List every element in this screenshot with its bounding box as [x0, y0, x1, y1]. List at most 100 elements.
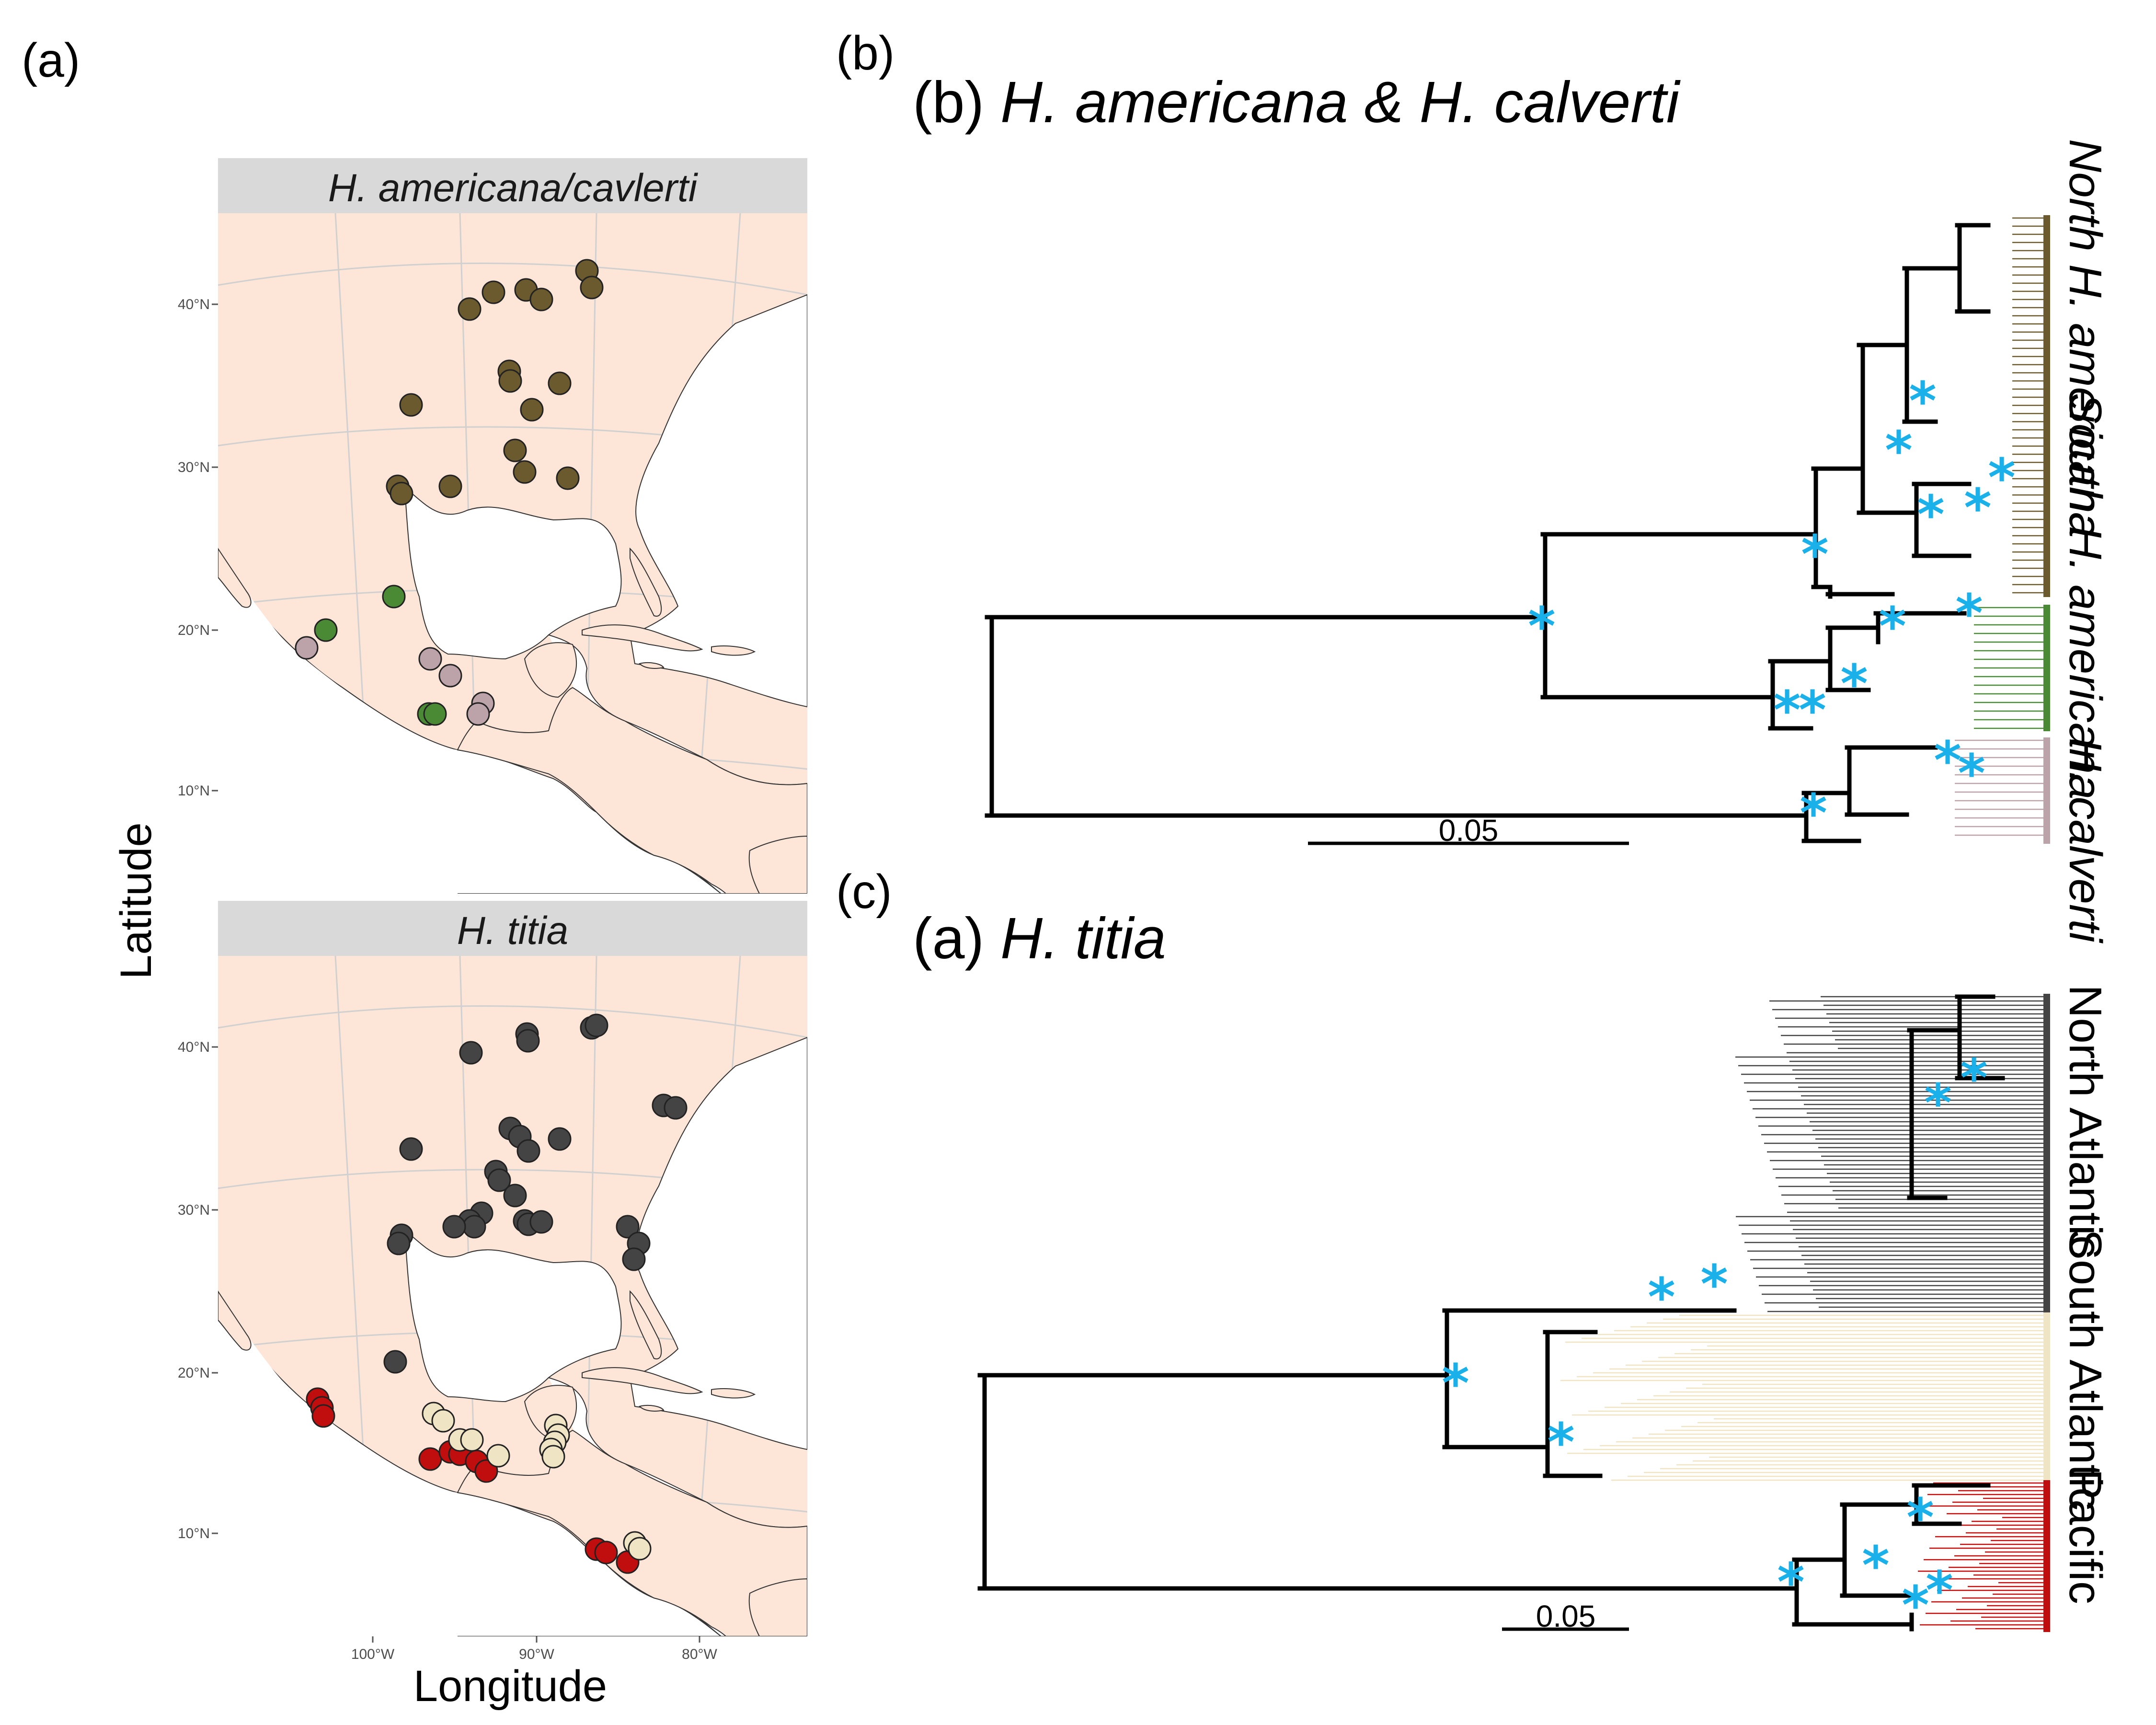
sample-site-point — [314, 618, 338, 642]
sample-site-point — [311, 1404, 335, 1428]
clade-color-bar — [2043, 1312, 2050, 1484]
support-star: * — [1909, 370, 1937, 432]
sample-site-point — [295, 636, 319, 660]
sample-site-point — [390, 482, 413, 506]
lat-tick-label: 20°N — [178, 1365, 210, 1381]
sample-site-point — [616, 1215, 640, 1239]
support-star: * — [1800, 782, 1827, 844]
map-top-points — [295, 259, 604, 726]
support-star: * — [1902, 1575, 1929, 1636]
support-star: * — [1906, 1487, 1934, 1548]
sample-site-point — [418, 647, 442, 671]
lat-tick-label: 10°N — [178, 783, 210, 799]
sample-site-point — [382, 585, 406, 609]
sample-site-point — [459, 1041, 483, 1065]
support-star: * — [1648, 1266, 1675, 1328]
sample-site-point — [474, 1459, 498, 1483]
clade-color-bar — [2043, 1480, 2050, 1632]
support-star: * — [1988, 447, 2016, 508]
sample-site-point — [664, 1096, 688, 1120]
sample-site-point — [442, 1215, 466, 1239]
support-star: * — [1917, 484, 1945, 545]
support-star: * — [1964, 477, 1992, 539]
sample-site-point — [548, 371, 572, 395]
sample-site-point — [486, 1444, 510, 1468]
panel-label-b: (b) — [836, 26, 895, 80]
map-ylabel: Latitude — [112, 822, 161, 979]
sample-site-point — [458, 297, 482, 321]
support-star: * — [1924, 1072, 1952, 1134]
sample-site-point — [520, 398, 544, 422]
clade-color-bar — [2043, 737, 2050, 844]
support-star: * — [1934, 730, 1961, 791]
panel-label-c: (c) — [836, 865, 892, 919]
clade-label: Pacific — [2060, 1469, 2111, 1604]
map-bottom: H. titia — [218, 901, 807, 1636]
lat-tick-label: 30°N — [178, 1202, 210, 1218]
sample-site-point — [438, 664, 462, 688]
sample-site-point — [503, 438, 527, 462]
strip-bottom-label: H. titia — [457, 909, 568, 953]
support-star: * — [1885, 420, 1913, 481]
clade-color-bar — [2043, 215, 2050, 597]
map-top: H. americana/cavlerti — [218, 158, 807, 894]
support-star: * — [1799, 679, 1826, 741]
lon-tick-label: 80°W — [682, 1646, 717, 1662]
tree-b-scale-label: 0.05 — [1439, 813, 1499, 848]
sample-site-point — [383, 1350, 407, 1374]
lon-tick-label: 100°W — [351, 1646, 395, 1662]
lat-tick-label: 40°N — [178, 297, 210, 312]
support-star: * — [1442, 1353, 1469, 1414]
support-star: * — [1547, 1412, 1575, 1473]
support-star: * — [1528, 596, 1556, 657]
sample-site-point — [462, 1215, 486, 1239]
sample-site-point — [594, 1541, 618, 1564]
sample-site-point — [556, 466, 580, 490]
sample-site-point — [431, 1409, 455, 1433]
sample-site-point — [466, 702, 490, 726]
sample-site-point — [529, 1210, 553, 1234]
sample-site-point — [516, 1139, 540, 1163]
sample-site-point — [438, 474, 462, 498]
sample-site-point — [399, 1137, 423, 1161]
sample-site-point — [423, 702, 447, 726]
support-star: * — [1862, 1535, 1890, 1596]
support-star: * — [1960, 1047, 1988, 1109]
sample-site-point — [513, 460, 537, 484]
sample-site-point — [418, 1447, 442, 1471]
clade-color-bar — [2043, 994, 2050, 1316]
lat-tick-label: 10°N — [178, 1526, 210, 1541]
support-star: * — [1700, 1254, 1728, 1315]
sample-site-point — [585, 1013, 608, 1037]
tree-b-title: (b) H. americana & H. calverti — [913, 69, 1681, 135]
lon-tick-label: 90°W — [519, 1646, 554, 1662]
clade-label: South Atlantic — [2060, 1229, 2111, 1510]
tree-c-title: (a) H. titia — [913, 906, 1166, 971]
support-star: * — [1958, 743, 1985, 804]
strip-top-label: H. americana/cavlerti — [328, 166, 699, 210]
support-star: * — [1777, 1552, 1805, 1613]
lat-tick-label: 30°N — [178, 460, 210, 475]
sample-site-point — [460, 1428, 484, 1452]
sample-site-point — [628, 1537, 652, 1561]
support-star: * — [1926, 1560, 1953, 1621]
sample-site-point — [503, 1184, 527, 1208]
tree-c: *** **** **** — [977, 994, 2050, 1636]
clade-label: North Atlantic — [2060, 985, 2111, 1258]
clade-label: North H. americana — [2060, 139, 2111, 538]
map-xlabel: Longitude — [413, 1662, 607, 1711]
sample-site-point — [516, 1029, 540, 1053]
strip-bottom — [218, 901, 807, 956]
strip-top — [218, 158, 807, 213]
panel-label-a: (a) — [22, 34, 80, 87]
sample-site-point — [580, 276, 604, 299]
map-bottom-points — [306, 1013, 688, 1574]
sample-site-point — [482, 280, 505, 304]
lat-tick-label: 20°N — [178, 622, 210, 638]
sample-site-point — [622, 1247, 646, 1271]
tree-b: ****** ** ******* — [985, 215, 2050, 844]
sample-site-point — [387, 1231, 411, 1255]
sample-site-point — [487, 1168, 511, 1192]
sample-site-point — [541, 1445, 565, 1469]
